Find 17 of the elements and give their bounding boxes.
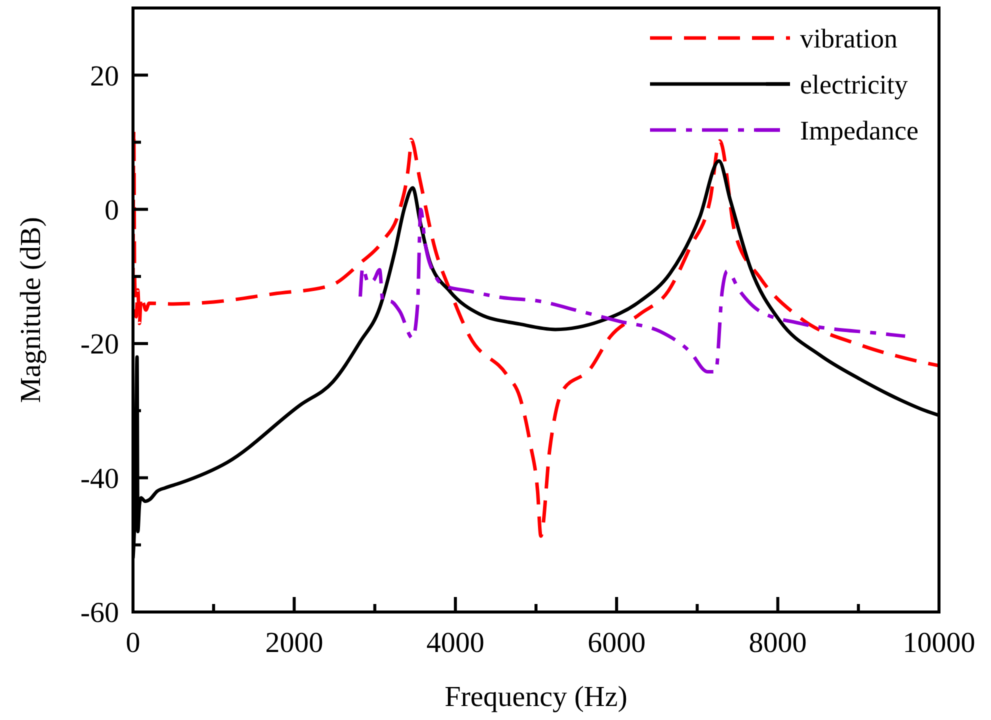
legend-label: Impedance — [800, 115, 918, 146]
x-tick-label: 2000 — [265, 627, 324, 659]
legend-label: electricity — [800, 69, 908, 100]
line-series — [358, 208, 907, 374]
y-tick-label: -60 — [80, 597, 119, 630]
x-tick-label: 6000 — [588, 627, 646, 659]
y-tick-label: 0 — [104, 194, 119, 226]
x-tick-label: 4000 — [426, 627, 484, 659]
y-tick-label: -20 — [80, 328, 119, 361]
x-tick-label: 10000 — [902, 627, 976, 659]
y-axis-title: Magnitude (dB) — [15, 216, 47, 404]
x-tick-label: 8000 — [748, 627, 807, 659]
y-tick-label: -40 — [80, 462, 119, 495]
y-tick-label: 20 — [90, 60, 119, 92]
x-tick-label: 0 — [126, 627, 140, 659]
legend-label: vibration — [800, 23, 898, 54]
x-axis-title: Frequency (Hz) — [444, 681, 628, 713]
